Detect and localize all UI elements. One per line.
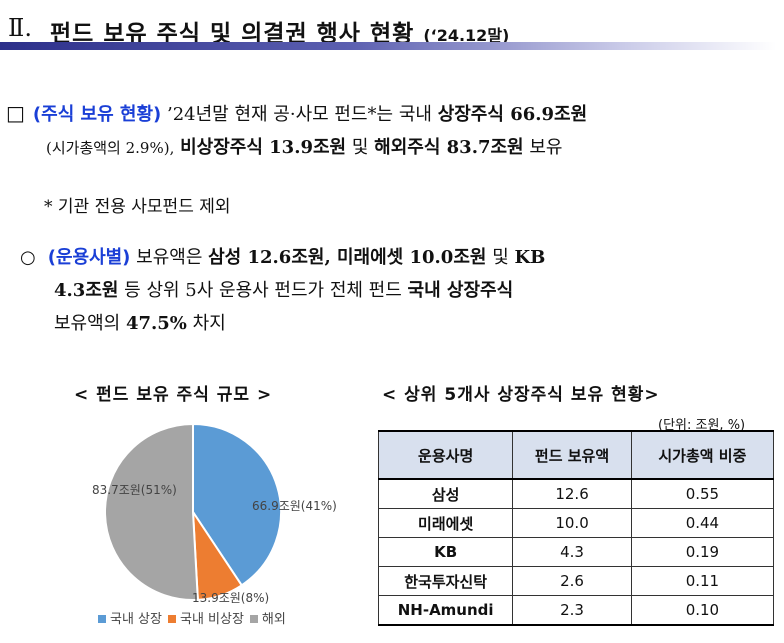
section-header-bar — [0, 42, 776, 50]
table-row: KB 4.3 0.19 — [377, 537, 775, 567]
holdings-text-1: ’24년말 현재 공·사모 펀드*는 국내 — [167, 104, 438, 125]
circle-bullet: ○ — [20, 247, 36, 268]
pie-caption: < 펀드 보유 주식 규모 > — [74, 385, 273, 405]
share-value: 0.11 — [630, 566, 775, 596]
manager-name: 한국투자신탁 — [377, 566, 514, 596]
manager-line-3: 보유액의 47.5% 차지 — [20, 307, 780, 340]
holdings-table: 운용사명 펀드 보유액 시가총액 비중 삼성 12.6 0.55 미래에셋 10… — [377, 430, 775, 626]
footnote: * 기관 전용 사모펀드 제외 — [44, 197, 231, 217]
legend-item: 국내 비상장 — [162, 612, 244, 627]
holding-value: 12.6 — [512, 478, 632, 509]
holdings-line-1: □ (주식 보유 현황) ’24년말 현재 공·사모 펀드*는 국내 상장주식 6… — [6, 97, 776, 131]
manager-text-3a: 보유액의 — [54, 313, 126, 334]
pie-slice-2 — [104, 422, 199, 601]
section-numeral: Ⅱ. — [8, 14, 32, 42]
holdings-tag: (주식 보유 현황) — [32, 104, 162, 125]
manager-name: KB — [377, 537, 514, 567]
manager-paragraph: ○ (운용사별) 보유액은 삼성 12.6조원, 미래에셋 10.0조원 및 KB… — [20, 241, 780, 340]
manager-text-3b: 47.5% — [125, 313, 187, 334]
holding-value: 10.0 — [512, 508, 632, 538]
share-value: 0.10 — [630, 595, 775, 626]
manager-text-2c: 국내 상장주식 — [407, 280, 514, 301]
manager-text-2a: 4.3조원 — [54, 280, 119, 301]
pie-chart: 66.9조원(41%) 13.9조원(8%) 83.7조원(51%) — [92, 422, 337, 605]
header-market-share: 시가총액 비중 — [630, 430, 775, 480]
manager-name: 미래에셋 — [377, 508, 514, 538]
square-bullet: □ — [6, 101, 25, 125]
manager-text-1a: 보유액은 — [130, 247, 209, 268]
holdings-overseas: 해외주식 83.7조원 — [374, 137, 524, 158]
manager-name: 삼성 — [377, 478, 514, 509]
manager-text-3c: 차지 — [186, 313, 226, 334]
unit-label: (단위: 조원, %) — [658, 418, 746, 433]
share-value: 0.44 — [630, 508, 775, 538]
legend-swatch — [98, 615, 106, 623]
legend-swatch — [167, 615, 176, 623]
legend-label: 해외 — [261, 612, 286, 627]
holdings-unlisted: 비상장주식 13.9조원 — [180, 137, 347, 158]
holding-value: 2.6 — [512, 566, 632, 596]
table-header-row: 운용사명 펀드 보유액 시가총액 비중 — [377, 430, 775, 480]
manager-text-1b: 삼성 12.6조원, 미래에셋 10.0조원 — [208, 247, 487, 268]
header-manager: 운용사명 — [377, 430, 514, 480]
holdings-market-share: (시가총액의 2.9%), — [46, 139, 175, 157]
share-value: 0.55 — [630, 478, 775, 509]
manager-tag: (운용사별) — [47, 247, 131, 268]
table-row: 한국투자신탁 2.6 0.11 — [377, 566, 775, 596]
legend-label: 국내 비상장 — [179, 612, 244, 627]
pie-legend: 국내 상장 국내 비상장 해외 — [92, 608, 286, 627]
table-row: NH-Amundi 2.3 0.10 — [377, 595, 775, 626]
section-header: Ⅱ. 펀드 보유 주식 및 의결권 행사 현황 (‘24.12말) — [0, 8, 776, 50]
table-row: 미래에셋 10.0 0.44 — [377, 508, 775, 538]
manager-text-1d: KB — [514, 247, 546, 268]
holdings-and: 및 — [346, 137, 375, 158]
pie-data-label: 83.7조원(51%) — [92, 483, 177, 497]
legend-item: 국내 상장 — [92, 612, 162, 627]
manager-text-1c: 및 — [486, 247, 515, 268]
holdings-listed: 상장주식 66.9조원 — [437, 104, 588, 125]
table-caption: < 상위 5개사 상장주식 보유 현황> — [382, 385, 660, 405]
holdings-end: 보유 — [523, 137, 563, 158]
legend-swatch — [249, 615, 258, 623]
manager-text-2b: 등 상위 5사 운용사 펀드가 전체 펀드 — [118, 280, 408, 301]
manager-line-1: ○ (운용사별) 보유액은 삼성 12.6조원, 미래에셋 10.0조원 및 KB — [20, 241, 780, 274]
legend-label: 국내 상장 — [110, 612, 162, 627]
holdings-line-2: (시가총액의 2.9%), 비상장주식 13.9조원 및 해외주식 83.7조원… — [6, 131, 776, 165]
holding-value: 2.3 — [512, 595, 632, 626]
manager-name: NH-Amundi — [377, 595, 514, 626]
pie-data-label: 66.9조원(41%) — [252, 499, 337, 513]
manager-line-2: 4.3조원 등 상위 5사 운용사 펀드가 전체 펀드 국내 상장주식 — [20, 274, 780, 307]
legend-item: 해외 — [244, 612, 286, 627]
holding-value: 4.3 — [512, 537, 632, 567]
table-row: 삼성 12.6 0.55 — [377, 478, 775, 509]
section-date: (‘24.12말) — [423, 26, 510, 45]
header-holdings: 펀드 보유액 — [512, 430, 632, 480]
holdings-paragraph: □ (주식 보유 현황) ’24년말 현재 공·사모 펀드*는 국내 상장주식 6… — [6, 97, 776, 165]
pie-data-label: 13.9조원(8%) — [192, 591, 269, 605]
share-value: 0.19 — [630, 537, 775, 567]
